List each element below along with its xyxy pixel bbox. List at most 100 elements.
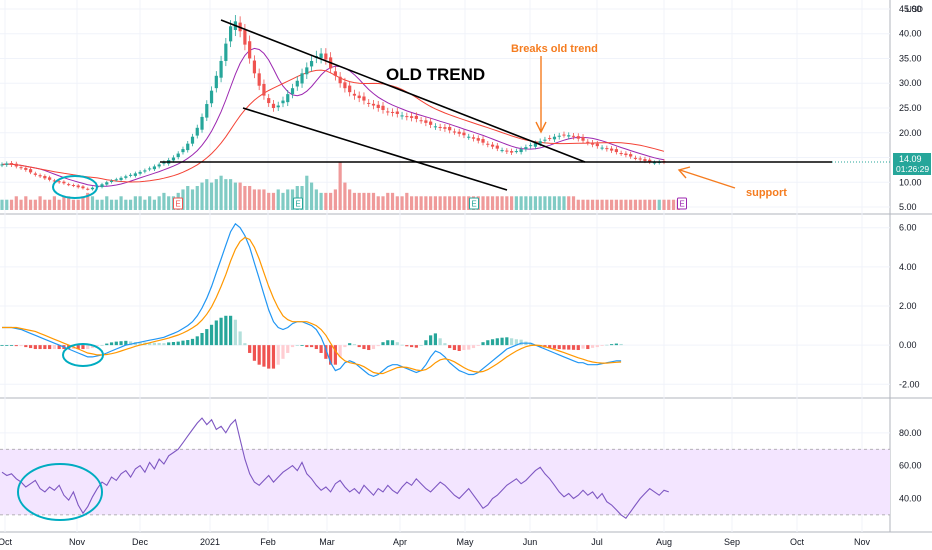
candle-body[interactable] <box>490 144 495 147</box>
candle-body[interactable] <box>457 131 461 134</box>
candle-body[interactable] <box>86 188 90 190</box>
candle-body[interactable] <box>105 182 109 185</box>
candle-body[interactable] <box>295 80 299 87</box>
candle-body[interactable] <box>624 153 628 156</box>
rsi-pane[interactable] <box>1 417 669 519</box>
candle-body[interactable] <box>209 90 214 104</box>
candle-body[interactable] <box>90 187 95 190</box>
candle-body[interactable] <box>333 71 337 76</box>
candle-body[interactable] <box>243 30 247 45</box>
candle-body[interactable] <box>281 100 285 104</box>
candle-body[interactable] <box>419 120 423 122</box>
candle-body[interactable] <box>438 126 442 128</box>
candle-body[interactable] <box>290 88 295 95</box>
candle-body[interactable] <box>143 170 147 172</box>
candle-body[interactable] <box>562 134 566 136</box>
candle-body[interactable] <box>186 143 190 151</box>
candle-body[interactable] <box>262 83 266 96</box>
candlesticks[interactable] <box>0 15 666 191</box>
candle-body[interactable] <box>586 141 590 143</box>
candle-body[interactable] <box>67 184 71 186</box>
candle-body[interactable] <box>381 105 385 110</box>
candle-body[interactable] <box>9 163 14 165</box>
candle-body[interactable] <box>590 142 595 145</box>
candle-body[interactable] <box>514 151 518 153</box>
support-arrow[interactable] <box>679 169 736 189</box>
candle-body[interactable] <box>529 145 533 147</box>
candle-body[interactable] <box>24 167 28 170</box>
rsi-line[interactable] <box>1 417 669 519</box>
candle-body[interactable] <box>224 43 228 61</box>
candle-body[interactable] <box>252 60 257 74</box>
old-trend-upper-line[interactable] <box>220 19 586 163</box>
earnings-marker[interactable]: E <box>293 197 303 210</box>
candle-body[interactable] <box>486 143 490 145</box>
candle-body[interactable] <box>62 181 66 184</box>
candle-body[interactable] <box>395 111 399 114</box>
candle-body[interactable] <box>343 82 347 89</box>
candle-body[interactable] <box>505 150 509 152</box>
candle-body[interactable] <box>76 185 80 188</box>
earnings-marker[interactable]: E <box>677 197 687 210</box>
candle-body[interactable] <box>52 180 56 182</box>
candle-body[interactable] <box>500 150 504 152</box>
candle-body[interactable] <box>462 132 466 136</box>
candle-body[interactable] <box>276 105 280 108</box>
candle-body[interactable] <box>386 111 390 113</box>
candle-body[interactable] <box>324 53 328 60</box>
candle-body[interactable] <box>576 136 580 139</box>
rsi-highlight-circle[interactable] <box>17 463 103 521</box>
candle-body[interactable] <box>133 173 137 176</box>
candle-body[interactable] <box>376 104 380 108</box>
candle-body[interactable] <box>200 116 204 130</box>
candle-body[interactable] <box>610 148 614 151</box>
candle-body[interactable] <box>409 116 414 118</box>
old-trend-lower-line[interactable] <box>242 107 508 191</box>
candle-body[interactable] <box>190 136 195 144</box>
candle-body[interactable] <box>471 137 476 139</box>
candle-body[interactable] <box>519 149 523 153</box>
candle-body[interactable] <box>424 120 428 123</box>
price-highlight-circle[interactable] <box>52 175 98 199</box>
candle-body[interactable] <box>100 184 104 188</box>
macd-highlight-circle[interactable] <box>62 343 104 367</box>
earnings-marker[interactable]: E <box>173 197 183 210</box>
candle-body[interactable] <box>28 169 33 173</box>
candle-body[interactable] <box>195 127 199 136</box>
candle-body[interactable] <box>362 96 366 101</box>
candle-body[interactable] <box>157 164 161 167</box>
candle-body[interactable] <box>348 85 352 93</box>
candle-body[interactable] <box>552 136 557 140</box>
candle-body[interactable] <box>633 157 638 159</box>
candle-body[interactable] <box>629 154 633 157</box>
candle-body[interactable] <box>614 149 618 153</box>
candle-body[interactable] <box>405 116 409 118</box>
candle-body[interactable] <box>448 126 452 131</box>
candle-body[interactable] <box>390 111 395 113</box>
candle-body[interactable] <box>495 145 499 149</box>
candle-body[interactable] <box>128 174 133 176</box>
candle-body[interactable] <box>595 143 599 147</box>
candle-body[interactable] <box>452 131 457 133</box>
candle-body[interactable] <box>509 151 514 153</box>
candle-body[interactable] <box>257 73 261 86</box>
candle-body[interactable] <box>119 177 123 180</box>
candle-body[interactable] <box>524 147 528 150</box>
candle-body[interactable] <box>543 139 547 141</box>
drawings[interactable]: OLD TREND Breaks old trend support <box>17 19 832 521</box>
candle-body[interactable] <box>181 149 185 153</box>
candle-body[interactable] <box>357 95 361 99</box>
candle-body[interactable] <box>538 141 542 144</box>
candle-body[interactable] <box>319 53 323 59</box>
candle-body[interactable] <box>467 136 471 138</box>
macd-pane[interactable] <box>0 222 623 378</box>
candle-body[interactable] <box>81 186 85 189</box>
candle-body[interactable] <box>648 159 652 162</box>
candle-body[interactable] <box>162 162 166 164</box>
candle-body[interactable] <box>605 148 609 150</box>
candle-body[interactable] <box>652 162 657 164</box>
candle-body[interactable] <box>400 115 404 117</box>
candle-body[interactable] <box>19 167 23 169</box>
